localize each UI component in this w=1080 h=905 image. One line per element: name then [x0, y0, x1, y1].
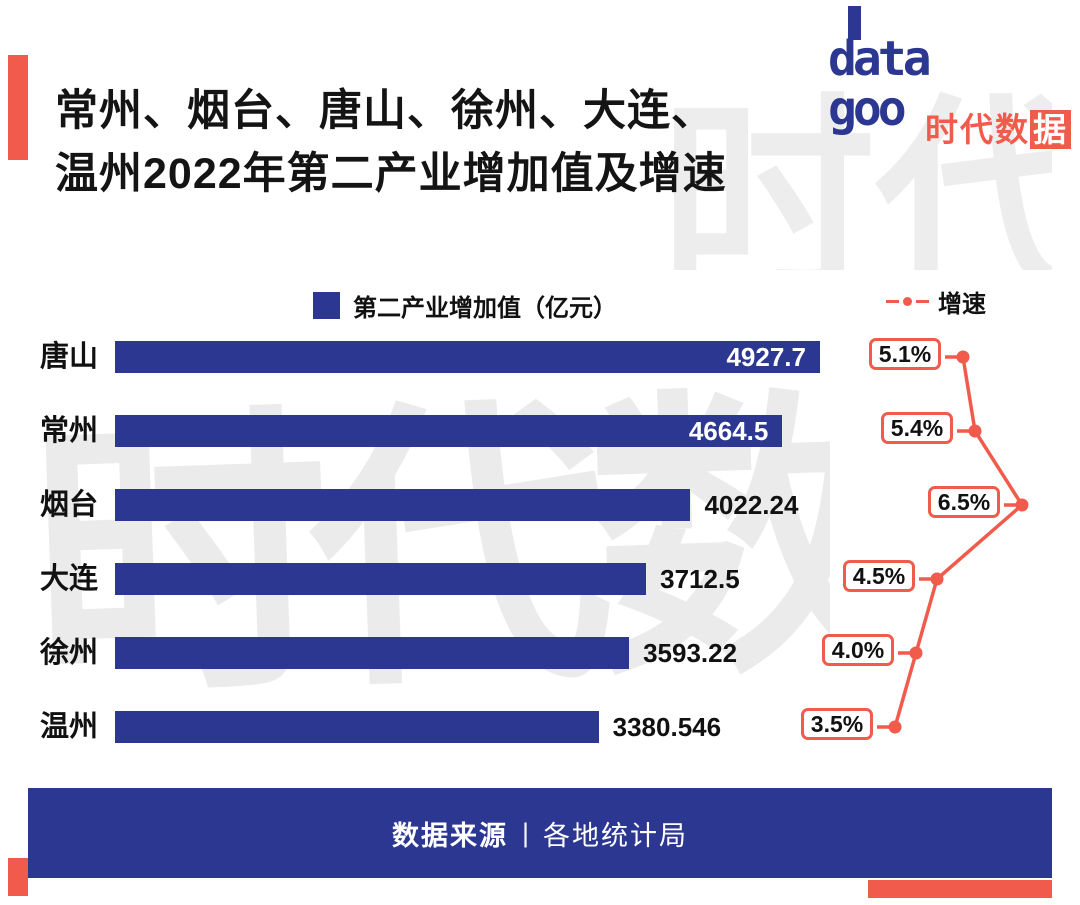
logo-tick-mark — [848, 6, 861, 40]
value-bar — [115, 489, 690, 521]
source-value: 各地统计局 — [543, 820, 688, 851]
value-bar — [115, 341, 820, 373]
brand-chinese-name: 时代数据 — [925, 103, 1071, 151]
footer-source-bar: 数据来源 | 各地统计局 — [28, 788, 1052, 878]
title-line-1: 常州、烟台、唐山、徐州、大连、 — [55, 87, 715, 135]
value-bar — [115, 415, 782, 447]
value-label: 3712.5 — [660, 564, 740, 594]
logo-word-bottom: goo — [828, 81, 907, 137]
bar-row-dalian: 大连 3712.5 — [40, 562, 1052, 596]
category-label: 常州 — [40, 415, 99, 447]
value-label: 3593.22 — [643, 638, 738, 668]
top-left-accent-bar — [8, 55, 28, 160]
category-label: 大连 — [40, 563, 99, 595]
value-bar — [115, 711, 599, 743]
watermark-top: 时代数据 — [660, 25, 1052, 270]
page-title: 常州、烟台、唐山、徐州、大连、 温州2022年第二产业增加值及增速 — [55, 80, 727, 206]
category-label: 温州 — [40, 711, 99, 743]
legend-bar-swatch — [313, 292, 340, 319]
watermark-text: 时代数据 — [660, 79, 1052, 270]
logo-wordmark: data goo — [828, 31, 932, 137]
growth-label-wenzhou: 3.5% — [801, 708, 873, 740]
bottom-right-accent-bar — [868, 880, 1052, 898]
datagoo-logo: data goo 时代数据 — [828, 6, 1071, 156]
category-label: 烟台 — [40, 489, 99, 521]
growth-label-xuzhou: 4.0% — [822, 634, 894, 666]
legend-line-icon — [886, 297, 929, 306]
value-label: 4664.5 — [688, 416, 769, 446]
category-label: 徐州 — [40, 637, 99, 669]
value-label: 4022.24 — [704, 490, 799, 520]
dash-icon — [886, 300, 899, 303]
bar-row-xuzhou: 徐州 3593.22 — [40, 636, 1052, 670]
value-label: 4927.7 — [726, 342, 806, 372]
bar-row-yantai: 烟台 4022.24 — [40, 488, 1052, 522]
brand-prefix: 时代数 — [925, 111, 1030, 148]
footer-separator: | — [521, 817, 529, 848]
growth-label-tangshan: 5.1% — [869, 338, 941, 370]
legend-line-label: 增速 — [938, 291, 986, 318]
bar-row-tangshan: 唐山 4927.7 — [40, 340, 1052, 374]
source-label: 数据来源 — [391, 820, 508, 851]
value-bar — [115, 563, 646, 595]
growth-label-dalian: 4.5% — [843, 560, 915, 592]
bar-row-wenzhou: 温州 3380.546 — [40, 710, 1052, 744]
legend-bar-label: 第二产业增加值（亿元） — [353, 295, 617, 322]
brand-suffix: 据 — [1030, 110, 1071, 149]
dash-icon — [916, 300, 929, 303]
title-line-2: 温州2022年第二产业增加值及增速 — [55, 150, 727, 198]
growth-label-yantai: 6.5% — [928, 486, 1000, 518]
logo-word-top: data — [828, 31, 932, 87]
value-label: 3380.546 — [612, 712, 722, 742]
legend-bar-series: 第二产业增加值（亿元） — [313, 288, 617, 323]
bottom-left-accent-bar — [8, 858, 28, 896]
dot-icon — [903, 297, 912, 306]
value-bar — [115, 637, 629, 669]
bar-row-changzhou: 常州 4664.5 — [40, 414, 1052, 448]
growth-label-changzhou: 5.4% — [881, 412, 953, 444]
legend-line-series: 增速 — [886, 288, 986, 318]
category-label: 唐山 — [40, 341, 99, 373]
